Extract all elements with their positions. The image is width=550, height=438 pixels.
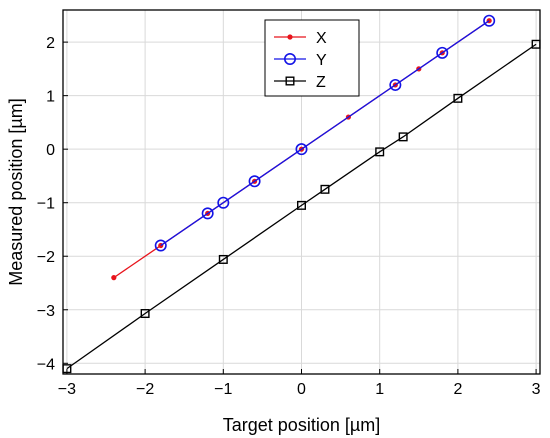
- x-tick-label: −2: [136, 381, 154, 398]
- series-z-point: [453, 93, 463, 103]
- legend-label-y: Y: [316, 52, 327, 69]
- legend-label-z: Z: [316, 74, 326, 91]
- legend-item-x: X: [274, 30, 327, 47]
- series-z-point: [218, 254, 228, 264]
- series-y: [154, 14, 496, 252]
- series-x-point: [111, 275, 117, 281]
- y-tick-label: −3: [37, 303, 55, 320]
- y-tick-label: −1: [37, 196, 55, 213]
- series-z-line: [66, 43, 537, 370]
- y-tick-label: 1: [46, 89, 55, 106]
- x-tick-label: −1: [214, 381, 232, 398]
- series-z-point: [375, 147, 385, 157]
- series-y-point: [436, 46, 449, 59]
- legend-label-x: X: [316, 30, 327, 47]
- series-z-point: [320, 184, 330, 194]
- series-y-line: [160, 20, 490, 247]
- series-y-point: [217, 196, 230, 209]
- legend-swatch-marker: [283, 52, 296, 65]
- y-tick-label: 0: [46, 142, 55, 159]
- x-tick-label: 2: [453, 381, 462, 398]
- y-axis-title: Measured position [µm]: [6, 98, 26, 285]
- legend-swatch-marker: [287, 34, 293, 40]
- x-tick-label: 0: [297, 381, 306, 398]
- series-layer: [62, 14, 541, 374]
- legend: XYZ: [264, 19, 360, 97]
- legend-item-z: Z: [274, 74, 326, 91]
- series-z-point: [398, 132, 408, 142]
- series-y-point: [154, 239, 167, 252]
- x-tick-label: −3: [58, 381, 76, 398]
- series-y-point: [389, 78, 402, 91]
- legend-swatch-marker: [285, 76, 295, 86]
- series-y-point: [248, 175, 261, 188]
- series-z-point: [297, 200, 307, 210]
- y-tick-label: 2: [46, 35, 55, 52]
- x-tick-label: 3: [532, 381, 541, 398]
- series-y-point: [483, 14, 496, 27]
- y-tick-label: −2: [37, 249, 55, 266]
- legend-box: [264, 19, 360, 97]
- series-z-point: [140, 309, 150, 319]
- series-y-point: [295, 143, 308, 156]
- legend-item-y: Y: [274, 52, 327, 69]
- series-y-point: [201, 207, 214, 220]
- x-tick-label: 1: [375, 381, 384, 398]
- y-tick-label: −4: [37, 356, 55, 373]
- x-axis-title: Target position [µm]: [223, 415, 380, 435]
